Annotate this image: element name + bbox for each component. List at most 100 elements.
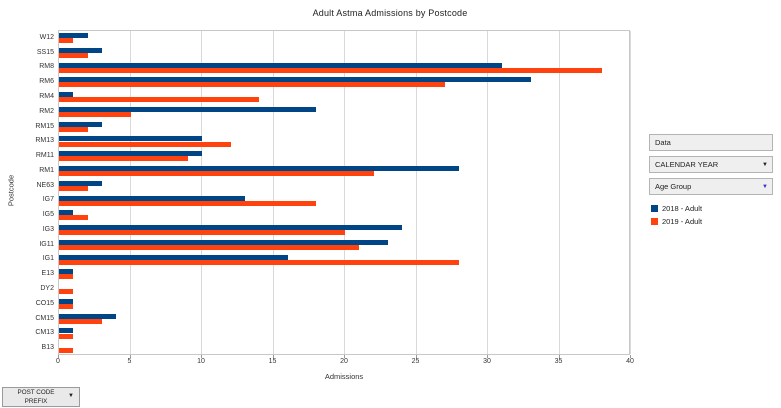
x-tick-mark	[558, 355, 560, 358]
legend-label: 2019 - Adult	[662, 217, 703, 226]
bar-2018-RM13	[59, 136, 202, 142]
y-axis-label-RM6: RM6	[39, 78, 54, 86]
bar-2019-E13	[59, 274, 74, 280]
x-tick-label: 20	[340, 358, 348, 365]
legend-item: 2018 - Adult	[651, 202, 702, 215]
postcode-prefix-dropdown[interactable]: POST CODE PREFIX ▼	[2, 387, 80, 407]
bar-2019-SS15	[59, 52, 88, 58]
y-axis-label-RM8: RM8	[39, 63, 54, 71]
x-tick-mark	[129, 355, 131, 358]
bar-2018-RM4	[59, 92, 74, 98]
bar-2018-IG3	[59, 225, 403, 231]
x-tick-mark	[344, 355, 345, 358]
bar-2019-IG7	[59, 200, 317, 206]
gridline	[344, 31, 345, 354]
bar-2019-RM15	[59, 126, 88, 132]
bar-2018-RM11	[59, 151, 202, 157]
x-tick-mark	[630, 355, 631, 358]
bar-2018-IG5	[59, 210, 74, 216]
bar-2018-E13	[59, 269, 74, 275]
bar-2019-RM2	[59, 111, 131, 117]
chart-plot-area	[58, 30, 631, 355]
legend-label: 2018 - Adult	[662, 204, 703, 213]
chart-title: Adult Astma Admissions by Postcode	[312, 8, 468, 18]
bar-2018-IG1	[59, 254, 288, 260]
bar-2019-CM15	[59, 318, 102, 324]
y-axis-label-RM1: RM1	[39, 166, 54, 174]
bar-2018-IG11	[59, 239, 388, 245]
y-axis-label-IG1: IG1	[42, 255, 54, 263]
y-axis-label-IG5: IG5	[42, 211, 54, 219]
bar-2018-CM15	[59, 313, 117, 319]
y-axis-label-CO15: CO15	[35, 299, 54, 307]
bar-2019-W12	[59, 38, 74, 44]
bar-2019-RM4	[59, 97, 260, 103]
x-tick-mark	[58, 355, 59, 358]
bar-2018-NE63	[59, 180, 102, 186]
bar-2018-RM15	[59, 121, 102, 127]
y-axis-label-DY2: DY2	[40, 285, 54, 293]
y-axis-label-RM4: RM4	[39, 92, 54, 100]
x-tick-label: 30	[483, 358, 491, 365]
x-tick-label: 0	[56, 358, 60, 365]
gridline	[272, 31, 274, 354]
chevron-down-icon[interactable]: ▼	[762, 184, 768, 190]
bar-2019-IG5	[59, 215, 88, 221]
age-group-label: Age Group	[655, 182, 692, 191]
bar-2019-DY2	[59, 289, 74, 295]
y-axis-label-W12: W12	[39, 33, 54, 41]
y-axis-label-SS15: SS15	[36, 48, 54, 56]
y-axis-label-RM2: RM2	[39, 107, 54, 115]
x-axis-title: Admissions	[324, 372, 364, 381]
data-field-label: Data	[655, 138, 671, 147]
bar-2018-RM1	[59, 165, 460, 171]
y-axis-label-CM13: CM13	[35, 329, 54, 337]
x-tick-label: 10	[197, 358, 205, 365]
y-axis-label-IG11: IG11	[39, 240, 54, 248]
gridline	[558, 31, 560, 354]
calendar-year-label: CALENDAR YEAR	[655, 160, 719, 169]
bar-2019-CM13	[59, 333, 74, 339]
bar-2018-CM13	[59, 328, 74, 334]
bar-2019-RM8	[59, 67, 603, 73]
bar-2019-CO15	[59, 304, 74, 309]
legend-item: 2019 - Adult	[651, 215, 702, 228]
y-axis-label-NE63: NE63	[36, 181, 54, 189]
calendar-year-dropdown[interactable]: CALENDAR YEAR ▼	[649, 156, 773, 173]
y-axis-label-IG3: IG3	[42, 225, 54, 233]
legend-swatch-icon	[651, 218, 658, 225]
bar-2019-IG1	[59, 259, 460, 265]
postcode-prefix-label: POST CODE PREFIX	[17, 389, 55, 405]
bar-2019-B13	[59, 348, 74, 354]
gridline	[630, 31, 631, 354]
y-axis-label-RM11: RM11	[35, 152, 54, 160]
gridline	[129, 31, 131, 354]
age-group-dropdown[interactable]: Age Group ▼	[649, 178, 773, 195]
y-axis-label-E13: E13	[41, 270, 54, 278]
bar-2019-RM13	[59, 141, 231, 147]
y-axis-label-CM15: CM15	[35, 314, 54, 322]
gridline	[201, 31, 202, 354]
bar-2018-RM2	[59, 106, 317, 112]
bar-2019-RM11	[59, 156, 188, 162]
y-axis-label-IG7: IG7	[42, 196, 54, 204]
bar-2019-IG11	[59, 244, 360, 250]
x-tick-mark	[272, 355, 274, 358]
x-tick-label: 40	[626, 358, 634, 365]
x-tick-label: 25	[411, 358, 420, 365]
bar-2019-NE63	[59, 185, 88, 191]
gridline	[415, 31, 417, 354]
bar-2019-RM6	[59, 82, 446, 88]
gridline	[487, 31, 488, 354]
bar-2018-CO15	[59, 298, 74, 304]
x-tick-mark	[487, 355, 488, 358]
bar-2018-SS15	[59, 47, 102, 53]
y-axis-label-RM13: RM13	[35, 137, 54, 145]
chevron-down-icon[interactable]: ▼	[68, 393, 74, 399]
chevron-down-icon[interactable]: ▼	[762, 162, 768, 168]
x-tick-label: 5	[127, 358, 132, 365]
bar-2019-IG3	[59, 230, 345, 236]
x-tick-mark	[201, 355, 202, 358]
data-field-button: Data	[649, 134, 773, 151]
